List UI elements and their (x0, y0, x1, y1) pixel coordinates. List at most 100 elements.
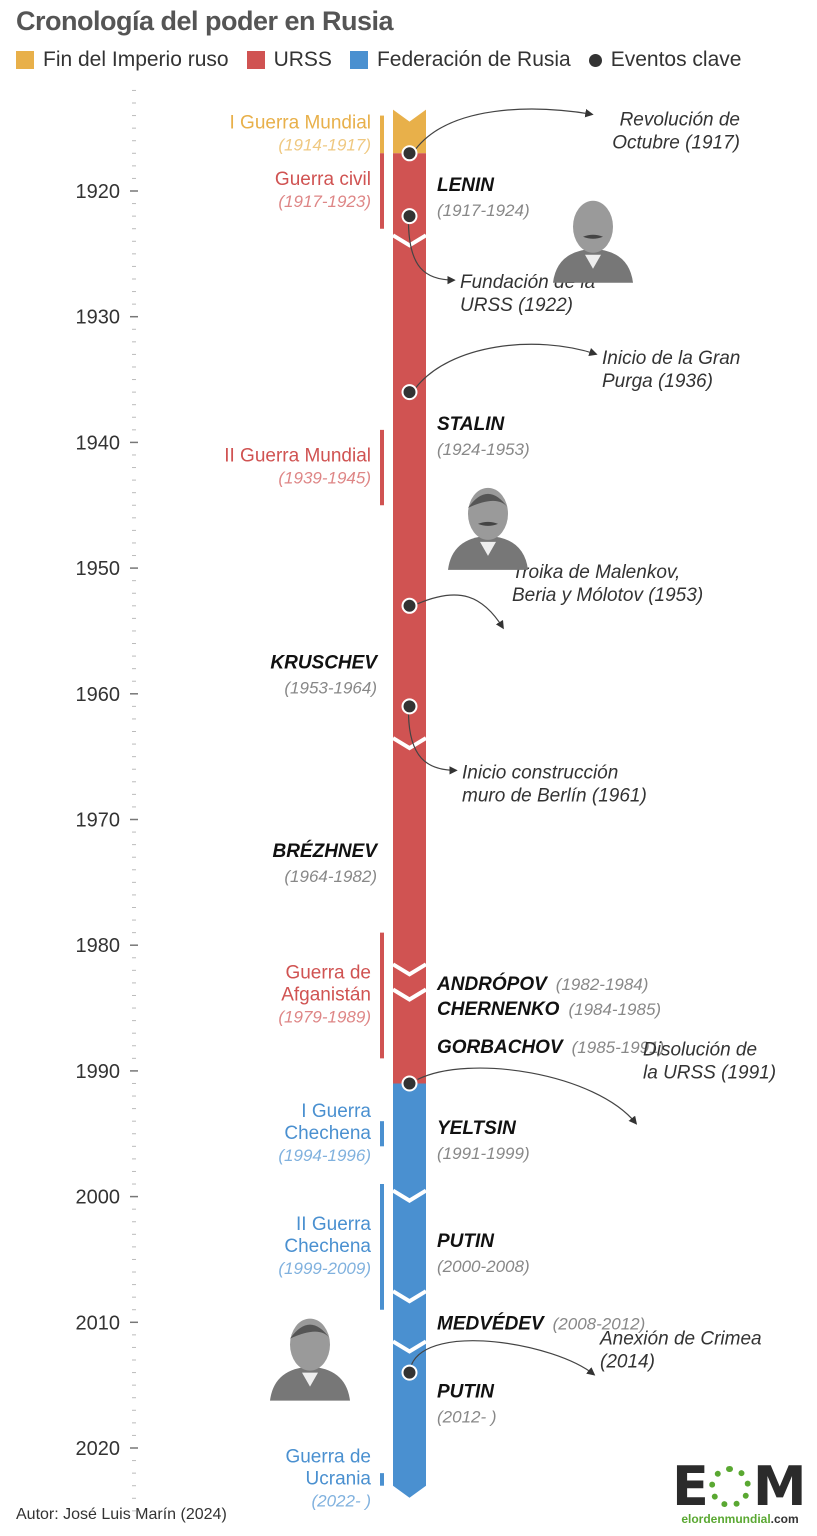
event-label: la URSS (1991) (643, 1062, 776, 1083)
war-years: (1939-1945) (278, 469, 371, 488)
portrait-collar (480, 541, 496, 556)
war-label: Guerra de (285, 1446, 371, 1467)
portrait-moustache (583, 234, 603, 239)
logo-url: elordenmundial.com (672, 1512, 808, 1526)
event-label: Inicio construcción (462, 762, 618, 783)
portrait-collar (302, 1372, 318, 1387)
leader-years: (2000-2008) (437, 1257, 530, 1276)
war-label: II Guerra (296, 1214, 371, 1235)
era-bar-segment (393, 1083, 426, 1498)
era-bar-segment (393, 153, 426, 1084)
event-dot (401, 597, 418, 614)
leader-separator-chevron (391, 987, 428, 1002)
war-label: Ucrania (306, 1468, 372, 1489)
portrait-head (573, 200, 613, 253)
author-credit: Autor: José Luis Marín (2024) (16, 1506, 227, 1523)
leader-years: (1984-1985) (568, 1000, 661, 1019)
war-years: (1979-1989) (278, 1007, 371, 1026)
event-label: Anexión de Crimea (599, 1329, 762, 1350)
portrait-moustache (478, 521, 498, 526)
leader-years: (1982-1984) (556, 975, 649, 994)
axis-year-label: 2000 (76, 1187, 121, 1209)
war-years: (1917-1923) (278, 192, 371, 211)
war-years: (2022- ) (311, 1491, 371, 1510)
logo-mark: E M (672, 1455, 808, 1518)
war-years: (1994-1996) (278, 1146, 371, 1165)
legend-item-eventos: Eventos clave (588, 48, 741, 72)
leader-name: BRÉZHNEV (272, 840, 378, 862)
leader-years: (1924-1953) (437, 440, 530, 459)
event-label: (2014) (600, 1352, 655, 1373)
axis-year-label: 1990 (76, 1061, 121, 1083)
event-label: Troika de Malenkov, (512, 562, 680, 583)
putin-portrait (270, 1318, 350, 1401)
leader-name: ANDRÓPOV (436, 973, 548, 995)
leader-name: STALIN (437, 414, 505, 435)
page-title: Cronología del poder en Rusia (16, 6, 394, 36)
leader-years: (1985-1991) (572, 1038, 665, 1057)
event-dot (401, 384, 418, 401)
leader-years: (1991-1999) (437, 1144, 530, 1163)
legend-item-urss: URSS (246, 48, 332, 72)
leader-separator-chevron (391, 1339, 428, 1354)
leader-name: MEDVÉDEV (437, 1312, 545, 1334)
axis-year-label: 1960 (76, 684, 121, 706)
leader-years: (2008-2012) (553, 1314, 646, 1333)
leader-years: (1917-1924) (437, 201, 530, 220)
logo-letter-m: M (752, 1455, 807, 1518)
event-label: Octubre (1917) (612, 132, 740, 153)
stalin-portrait (448, 487, 528, 570)
war-label: Chechena (284, 1236, 371, 1257)
axis-year-label: 1930 (76, 307, 121, 329)
event-label: Beria y Mólotov (1953) (512, 585, 703, 606)
axis-year-label: 2020 (76, 1438, 121, 1460)
legend-label-urss: URSS (273, 48, 332, 71)
leader-name: LENIN (437, 175, 495, 196)
era-bar-segment (393, 109, 426, 154)
event-arrow (417, 594, 504, 630)
event-label: Disolución de (643, 1039, 757, 1060)
event-label: muro de Berlín (1961) (462, 785, 647, 806)
war-years: (1914-1917) (278, 135, 371, 154)
legend-label-federacion: Federación de Rusia (376, 48, 571, 71)
leader-name: KRUSCHEV (270, 653, 378, 674)
event-dot (401, 1075, 418, 1092)
leader-separator-chevron (391, 1188, 428, 1203)
leader-years: (1964-1982) (284, 867, 377, 886)
axis-year-label: 1970 (76, 810, 121, 832)
axis-year-label: 1920 (76, 181, 121, 203)
war-label: Afganistán (281, 984, 371, 1005)
war-years: (1999-2009) (278, 1259, 371, 1278)
event-label: URSS (1922) (460, 295, 573, 316)
event-arrow (415, 108, 594, 150)
axis-year-label: 1940 (76, 432, 121, 454)
leader-name: GORBACHOV (437, 1037, 564, 1058)
axis-year-label: 1980 (76, 935, 121, 957)
war-label: Guerra civil (275, 169, 371, 190)
war-label: Guerra de (285, 962, 371, 983)
legend-swatch-imperio (16, 51, 34, 69)
lenin-portrait (553, 200, 633, 283)
leader-name: PUTIN (437, 1231, 495, 1252)
event-arrow (410, 1340, 596, 1376)
logo-url-main: elordenmundial (681, 1512, 771, 1526)
legend: Fin del Imperio ruso URSS Federación de … (16, 48, 759, 72)
axis-year-label: 2010 (76, 1312, 121, 1334)
event-dot (401, 1364, 418, 1381)
war-label: I Guerra (301, 1101, 371, 1122)
leader-name: YELTSIN (437, 1118, 517, 1139)
leader-years: (1953-1964) (284, 679, 377, 698)
legend-item-federacion: Federación de Rusia (349, 48, 571, 72)
leader-years: (2012- ) (437, 1408, 497, 1427)
event-label: Purga (1936) (602, 371, 713, 392)
legend-label-imperio: Fin del Imperio ruso (43, 48, 229, 71)
leader-separator-chevron (391, 1289, 428, 1304)
logo-url-suffix: .com (770, 1512, 799, 1526)
portrait-hair (290, 1324, 330, 1339)
event-label: Inicio de la Gran (602, 348, 740, 369)
legend-item-imperio: Fin del Imperio ruso (16, 48, 229, 72)
logo-letter-e: E (672, 1455, 709, 1518)
event-dot (401, 208, 418, 225)
leader-separator-chevron (391, 962, 428, 977)
portrait-hair (468, 493, 508, 508)
